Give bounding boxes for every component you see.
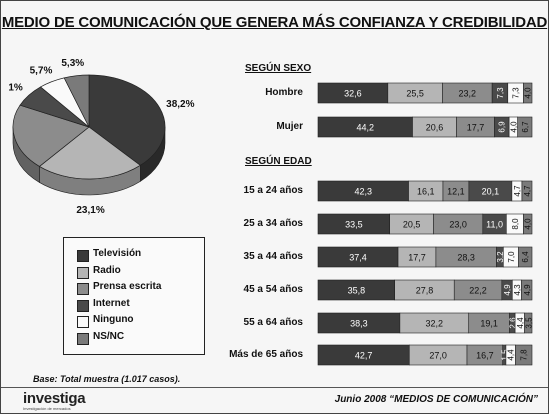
bar-label-edad-4-prensa: 19,1 xyxy=(480,319,498,329)
bar-label-edad-4-television: 38,3 xyxy=(350,319,368,329)
legend-label-ninguno: Ninguno xyxy=(93,314,134,325)
legend: Televisión Radio Prensa escrita Internet Nin… xyxy=(63,237,205,355)
bar-label-edad-1-nsnc: 4,0 xyxy=(524,218,533,230)
bar-label-edad-2-prensa: 28,3 xyxy=(457,253,475,263)
legend-label-prensa: Prensa escrita xyxy=(93,281,162,292)
legend-label-television: Televisión xyxy=(93,248,142,259)
bar-label-sexo-1-television: 44,2 xyxy=(356,123,374,133)
row-label-edad-2: 35 a 44 años xyxy=(243,251,303,262)
row-label-sexo-1: Mujer xyxy=(276,121,303,132)
bar-label-sexo-0-prensa: 23,2 xyxy=(459,89,477,99)
bar-label-sexo-1-internet: 6,9 xyxy=(498,121,507,133)
bar-label-sexo-1-prensa: 17,7 xyxy=(467,123,485,133)
row-label-edad-3: 45 a 54 años xyxy=(243,284,303,295)
base-note: Base: Total muestra (1.017 casos). xyxy=(33,374,181,384)
bar-label-edad-2-television: 37,4 xyxy=(349,253,367,263)
bar-label-edad-0-ninguno: 4,7 xyxy=(513,185,522,197)
legend-swatch-prensa xyxy=(77,283,89,295)
bar-label-edad-1-television: 33,5 xyxy=(345,220,363,230)
legend-swatch-ninguno xyxy=(77,316,89,328)
pie-label-nsnc: 5,3% xyxy=(61,59,84,69)
footer-divider xyxy=(1,387,548,388)
pie-chart: 38,2%23,1%20,6%7,1%5,7%5,3% xyxy=(9,59,195,216)
bar-label-sexo-0-nsnc: 4,0 xyxy=(524,87,533,99)
bar-label-edad-3-internet: 4,9 xyxy=(503,284,512,296)
investiga-logo: investiga xyxy=(23,390,86,407)
bar-label-edad-4-internet: 2,6 xyxy=(508,317,517,329)
bar-label-edad-4-radio: 32,2 xyxy=(426,319,444,329)
bar-label-edad-3-television: 35,8 xyxy=(348,286,366,296)
legend-swatch-radio xyxy=(77,266,89,279)
bar-label-edad-2-nsnc: 6,4 xyxy=(521,251,530,263)
bar-label-edad-5-television: 42,7 xyxy=(355,351,373,361)
bar-label-edad-5-prensa: 16,7 xyxy=(476,351,494,361)
bar-edad-5-nsnc xyxy=(515,344,533,366)
bar-label-edad-0-nsnc: 4,7 xyxy=(523,185,532,197)
legend-swatch-internet xyxy=(77,299,89,312)
bar-label-edad-5-internet: 1,5 xyxy=(500,349,509,361)
bar-label-edad-1-internet: 11,0 xyxy=(486,220,503,230)
bar-label-edad-0-internet: 20,1 xyxy=(482,187,500,197)
bar-label-edad-3-radio: 27,8 xyxy=(416,286,434,296)
bar-edad-2-nsnc xyxy=(518,246,533,268)
legend-label-nsnc: NS/NC xyxy=(93,330,125,342)
row-label-edad-0: 15 a 24 años xyxy=(243,185,303,196)
bar-label-sexo-1-radio: 20,6 xyxy=(426,123,444,133)
pie-slice-prensa xyxy=(12,104,90,167)
bar-label-sexo-0-internet: 7,3 xyxy=(496,87,505,99)
bar-label-edad-1-ninguno: 8,0 xyxy=(511,218,520,230)
bar-label-sexo-0-ninguno: 7,3 xyxy=(512,87,521,99)
bar-edad-4-nsnc xyxy=(524,312,533,334)
bar-label-edad-1-prensa: 23,0 xyxy=(449,220,467,230)
bar-label-sexo-1-ninguno: 4,0 xyxy=(509,121,518,133)
pie-label-radio: 23,1% xyxy=(76,205,104,216)
bar-label-sexo-0-television: 32,6 xyxy=(344,89,362,99)
row-label-edad-5: Más de 65 años xyxy=(229,349,303,360)
bar-label-edad-0-television: 42,3 xyxy=(354,187,372,197)
bar-label-sexo-1-nsnc: 6,7 xyxy=(521,121,530,133)
bar-label-edad-0-radio: 16,1 xyxy=(417,187,435,197)
pie-label-ninguno: 5,7% xyxy=(30,65,53,76)
bar-edad-0-nsnc xyxy=(521,180,533,202)
bar-sexo-1-nsnc xyxy=(517,116,533,138)
bar-label-edad-4-ninguno: 4,4 xyxy=(516,317,525,329)
bar-label-edad-5-radio: 27,0 xyxy=(429,351,447,361)
pie-slice-radio xyxy=(38,126,141,180)
bar-sexo-0-nsnc xyxy=(523,82,533,104)
section-title-sexo: SEGÚN SEXO xyxy=(245,63,312,74)
bar-label-sexo-0-radio: 25,5 xyxy=(406,89,424,99)
bar-label-edad-2-radio: 17,7 xyxy=(408,253,426,263)
bar-label-edad-3-nsnc: 4,9 xyxy=(523,284,532,296)
bar-label-edad-3-ninguno: 4,3 xyxy=(513,284,522,296)
bar-label-edad-0-prensa: 12,1 xyxy=(447,187,465,197)
bar-edad-1-nsnc xyxy=(523,213,533,235)
section-title-edad: SEGÚN EDAD xyxy=(245,156,312,167)
legend-swatch-nsnc xyxy=(77,332,89,345)
pie-slice-television xyxy=(88,74,166,166)
pie-slice-nsnc xyxy=(63,74,90,128)
bar-label-edad-1-radio: 20,5 xyxy=(403,220,421,230)
pie-label-television: 38,2% xyxy=(166,99,194,110)
pie-label-internet: 7,1% xyxy=(9,83,23,94)
logo-subtitle: Investigación de mercados xyxy=(23,406,71,411)
bar-label-edad-3-prensa: 22,2 xyxy=(469,286,487,296)
legend-swatch-television xyxy=(77,250,89,262)
bar-label-edad-2-internet: 3,2 xyxy=(496,251,505,263)
bar-label-edad-5-nsnc: 7,8 xyxy=(520,349,529,361)
chart-title: MEDIO DE COMUNICACIÓN QUE GENERA MÁS CON… xyxy=(1,14,548,31)
legend-label-internet: Internet xyxy=(93,297,130,309)
bar-label-edad-5-ninguno: 4,4 xyxy=(507,349,516,361)
row-label-sexo-0: Hombre xyxy=(265,87,303,98)
bar-label-edad-2-ninguno: 7,0 xyxy=(507,251,516,263)
footer-note: Junio 2008 “MEDIOS DE COMUNICACIÓN” xyxy=(334,394,538,405)
legend-label-radio: Radio xyxy=(93,264,121,276)
row-label-edad-4: 55 a 64 años xyxy=(243,317,303,328)
bar-label-edad-4-nsnc: 3,5 xyxy=(524,317,533,329)
bar-edad-3-nsnc xyxy=(521,279,533,301)
row-label-edad-1: 25 a 34 años xyxy=(243,218,303,229)
